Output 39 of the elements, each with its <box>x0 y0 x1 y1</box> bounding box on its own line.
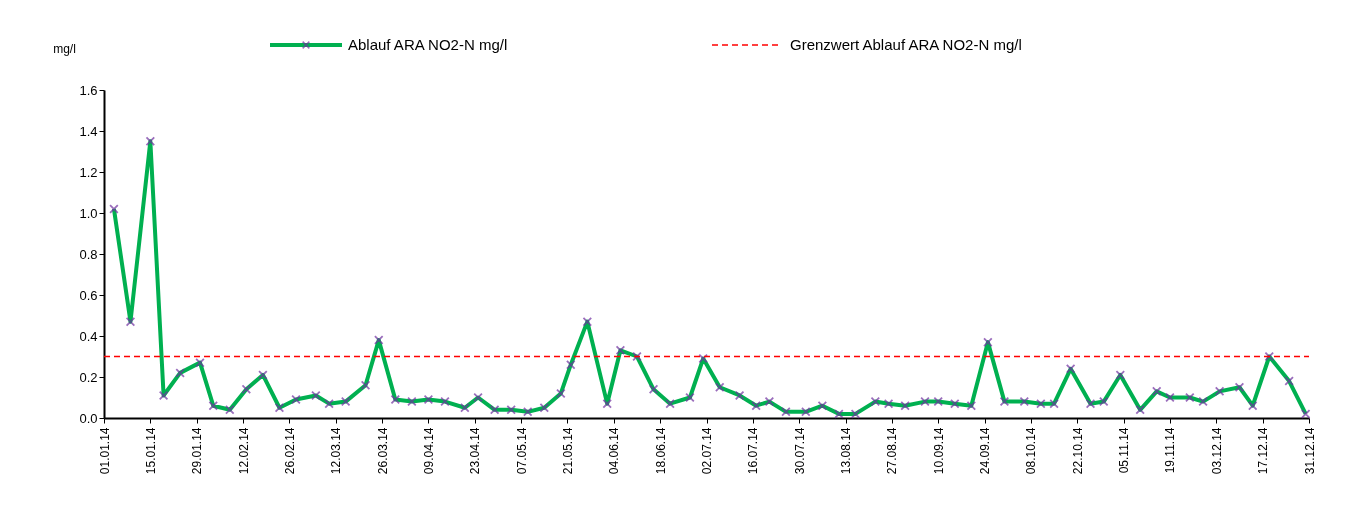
x-tick-label: 29.01.14 <box>190 427 205 475</box>
y-tick-label: 0.6 <box>79 287 98 303</box>
y-tick-label: 1.2 <box>79 164 98 180</box>
x-tick-label: 24.09.14 <box>978 427 993 475</box>
x-tick-label: 26.03.14 <box>375 427 390 475</box>
x-tick-label: 26.02.14 <box>282 427 297 475</box>
x-tick-label: 31.12.14 <box>1302 427 1317 475</box>
x-tick-label: 19.11.14 <box>1163 427 1178 474</box>
x-tick-label: 04.06.14 <box>607 427 622 475</box>
y-tick-label: 0.4 <box>79 328 98 344</box>
x-tick-label: 16.07.14 <box>746 427 761 475</box>
x-tick-label: 18.06.14 <box>653 427 668 475</box>
x-tick-label: 27.08.14 <box>885 427 900 475</box>
x-tick-label: 05.11.14 <box>1117 427 1132 474</box>
x-tick-label: 12.02.14 <box>236 427 251 475</box>
x-tick-label: 09.04.14 <box>421 427 436 475</box>
x-tick-label: 01.01.14 <box>97 427 112 475</box>
x-tick-label: 03.12.14 <box>1209 427 1224 475</box>
y-tick-label: 1.0 <box>79 205 98 221</box>
x-tick-label: 21.05.14 <box>560 427 575 475</box>
x-tick-label: 07.05.14 <box>514 427 529 475</box>
x-tick-label: 17.12.14 <box>1256 427 1271 475</box>
x-tick-label: 08.10.14 <box>1024 427 1039 475</box>
x-tick-label: 30.07.14 <box>792 427 807 475</box>
y-axis-title: mg/l <box>53 41 76 56</box>
y-tick-label: 0.0 <box>79 410 98 426</box>
y-tick-label: 1.4 <box>79 123 98 139</box>
x-tick-label: 22.10.14 <box>1070 427 1085 475</box>
y-tick-label: 1.6 <box>79 82 98 98</box>
x-tick-label: 12.03.14 <box>329 427 344 475</box>
x-tick-label: 15.01.14 <box>143 427 158 475</box>
x-tick-label: 02.07.14 <box>700 427 714 475</box>
legend-label: Grenzwert Ablauf ARA NO2-N mg/l <box>790 36 1022 53</box>
x-tick-label: 23.04.14 <box>468 427 483 475</box>
x-tick-label: 10.09.14 <box>931 427 946 475</box>
y-tick-label: 0.8 <box>79 246 98 262</box>
y-tick-label: 0.2 <box>79 369 98 385</box>
legend-label: Ablauf ARA NO2-N mg/l <box>348 36 508 53</box>
x-tick-label: 13.08.14 <box>839 427 854 475</box>
